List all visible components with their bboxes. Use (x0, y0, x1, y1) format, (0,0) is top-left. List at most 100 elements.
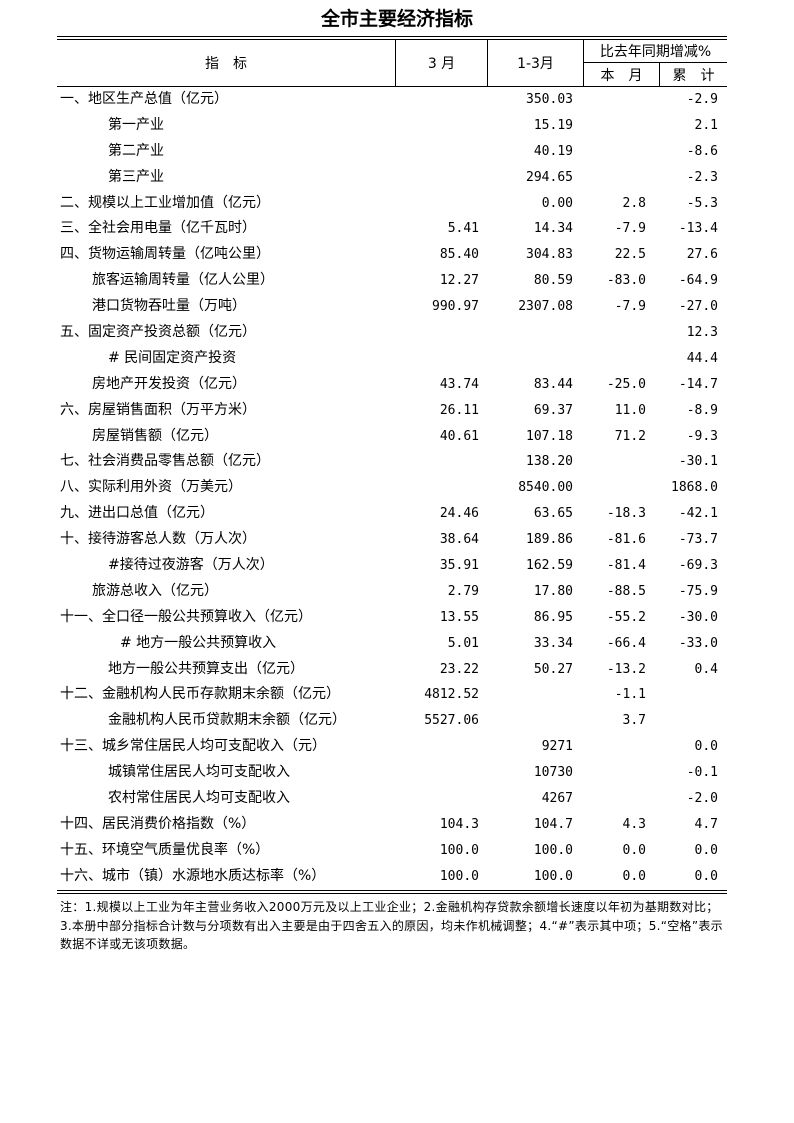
value-change-month: -25.0 (606, 376, 646, 392)
table-row: 地方一般公共预算支出（亿元） 23.22 50.27 -13.2 0.4 (57, 657, 727, 683)
value-change-ytd: -33.0 (678, 635, 718, 651)
value-change-month: 11.0 (614, 402, 646, 418)
row-label: 五、固定资产投资总额（亿元） (60, 324, 256, 341)
value-change-month: -88.5 (606, 583, 646, 599)
value-change-ytd: 0.0 (694, 868, 718, 884)
value-month: 24.46 (439, 506, 479, 522)
row-label: # 民间固定资产投资 (108, 349, 237, 366)
value-change-ytd: -73.7 (678, 532, 718, 548)
value-ytd: 14.34 (533, 221, 573, 237)
value-ytd: 86.95 (533, 609, 573, 625)
table-row: 十六、城市（镇）水源地水质达标率（%） 100.0 100.0 0.0 0.0 (57, 864, 727, 890)
value-change-month: -1.1 (614, 687, 646, 703)
header-change-ytd: 累 计 (659, 63, 727, 86)
value-change-month: 22.5 (614, 247, 646, 263)
value-change-month: 0.0 (622, 842, 646, 858)
value-change-month: -18.3 (606, 506, 646, 522)
row-label: 六、房屋销售面积（万平方米） (60, 401, 256, 418)
value-month: 100.0 (439, 868, 479, 884)
row-label: 房地产开发投资（亿元） (92, 375, 246, 392)
value-month: 100.0 (439, 842, 479, 858)
value-change-month: -66.4 (606, 635, 646, 651)
value-ytd: 33.34 (533, 635, 573, 651)
row-label: 八、实际利用外资（万美元） (60, 479, 242, 496)
row-label: 十三、城乡常住居民人均可支配收入（元） (60, 738, 326, 755)
value-month: 5.01 (447, 635, 479, 651)
value-change-month: -7.9 (614, 221, 646, 237)
table-row: 房地产开发投资（亿元） 43.74 83.44 -25.0 -14.7 (57, 372, 727, 398)
table-row: 港口货物吞吐量（万吨） 990.97 2307.08 -7.9 -27.0 (57, 294, 727, 320)
footnotes: 注：1.规模以上工业为年主营业务收入2000万元及以上工业企业；2.金融机构存贷… (60, 900, 723, 951)
value-change-ytd: -2.9 (686, 92, 718, 107)
value-change-ytd: 4.7 (694, 816, 718, 832)
value-month: 4812.52 (424, 687, 479, 703)
value-ytd: 189.86 (526, 532, 573, 548)
value-ytd: 162.59 (526, 558, 573, 574)
value-ytd: 9271 (541, 739, 573, 755)
row-label: 十六、城市（镇）水源地水质达标率（%） (60, 867, 326, 884)
value-change-month: 0.0 (622, 868, 646, 884)
table-row: 十五、环境空气质量优良率（%） 100.0 100.0 0.0 0.0 (57, 838, 727, 864)
table-header: 指 标 3 月 1-3月 比去年同期增减% 本 月 累 计 (57, 40, 727, 87)
header-indicator: 指 标 (205, 56, 247, 72)
table-row: 第三产业 294.65 -2.3 (57, 165, 727, 191)
row-label: 二、规模以上工业增加值（亿元） (60, 194, 270, 211)
value-month: 5527.06 (424, 713, 479, 729)
value-change-ytd: -30.1 (678, 454, 718, 470)
value-change-month: -81.4 (606, 558, 646, 574)
value-month: 85.40 (439, 247, 479, 263)
table-row: 房屋销售额（亿元） 40.61 107.18 71.2 -9.3 (57, 424, 727, 450)
row-label: 一、地区生产总值（亿元） (60, 91, 228, 107)
table-row: 三、全社会用电量（亿千瓦时） 5.41 14.34 -7.9 -13.4 (57, 216, 727, 242)
table-row: 旅客运输周转量（亿人公里） 12.27 80.59 -83.0 -64.9 (57, 268, 727, 294)
row-label: 九、进出口总值（亿元） (60, 505, 214, 522)
value-change-ytd: -42.1 (678, 506, 718, 522)
value-change-ytd: -2.3 (686, 169, 718, 185)
value-month: 26.11 (439, 402, 479, 418)
value-change-ytd: 44.4 (686, 350, 718, 366)
row-label: 旅游总收入（亿元） (92, 582, 218, 599)
row-label: 地方一般公共预算支出（亿元） (108, 660, 304, 677)
row-label: 四、货物运输周转量（亿吨公里） (60, 246, 270, 263)
value-ytd: 10730 (533, 765, 573, 781)
row-label: 十一、全口径一般公共预算收入（亿元） (60, 608, 312, 625)
value-change-ytd: 0.0 (694, 739, 718, 755)
table-row: 七、社会消费品零售总额（亿元） 138.20 -30.1 (57, 449, 727, 475)
table-row: # 民间固定资产投资 44.4 (57, 346, 727, 372)
value-month: 12.27 (439, 273, 479, 289)
value-ytd: 15.19 (533, 117, 573, 133)
value-ytd: 17.80 (533, 583, 573, 599)
value-ytd: 4267 (541, 791, 573, 807)
row-label: 十四、居民消费价格指数（%） (60, 815, 256, 832)
value-change-ytd: -27.0 (678, 299, 718, 315)
value-month: 990.97 (432, 299, 479, 315)
table-row: #接待过夜游客（万人次） 35.91 162.59 -81.4 -69.3 (57, 553, 727, 579)
table-row: 十一、全口径一般公共预算收入（亿元） 13.55 86.95 -55.2 -30.0 (57, 605, 727, 631)
table-row: 第一产业 15.19 2.1 (57, 113, 727, 139)
table-row: 第二产业 40.19 -8.6 (57, 139, 727, 165)
value-change-ytd: -69.3 (678, 558, 718, 574)
row-label: 十二、金融机构人民币存款期末余额（亿元） (60, 686, 340, 703)
row-label: 港口货物吞吐量（万吨） (92, 298, 246, 315)
row-label: 旅客运输周转量（亿人公里） (92, 272, 274, 289)
value-change-ytd: -75.9 (678, 583, 718, 599)
row-label: 城镇常住居民人均可支配收入 (108, 764, 290, 781)
table-row: 八、实际利用外资（万美元） 8540.00 1868.0 (57, 475, 727, 501)
value-ytd: 100.0 (533, 842, 573, 858)
value-change-month: -83.0 (606, 273, 646, 289)
header-ytd: 1-3月 (487, 40, 583, 86)
row-label: 房屋销售额（亿元） (92, 427, 218, 444)
table-body: 一、地区生产总值（亿元） 350.03 -2.9 第一产业 15.19 2.1 第二产业 40… (57, 87, 727, 890)
table-row: 金融机构人民币贷款期末余额（亿元） 5527.06 3.7 (57, 708, 727, 734)
value-change-ytd: -2.0 (686, 791, 718, 807)
value-ytd: 104.7 (533, 816, 573, 832)
value-month: 2.79 (447, 583, 479, 599)
value-month: 38.64 (439, 532, 479, 548)
value-change-ytd: -14.7 (678, 376, 718, 392)
value-ytd: 63.65 (533, 506, 573, 522)
row-label: 农村常住居民人均可支配收入 (108, 790, 290, 807)
value-change-month: 3.7 (622, 713, 646, 729)
page-title: 全市主要经济指标 (320, 8, 473, 30)
value-change-month: -81.6 (606, 532, 646, 548)
table-row: 十、接待游客总人数（万人次） 38.64 189.86 -81.6 -73.7 (57, 527, 727, 553)
